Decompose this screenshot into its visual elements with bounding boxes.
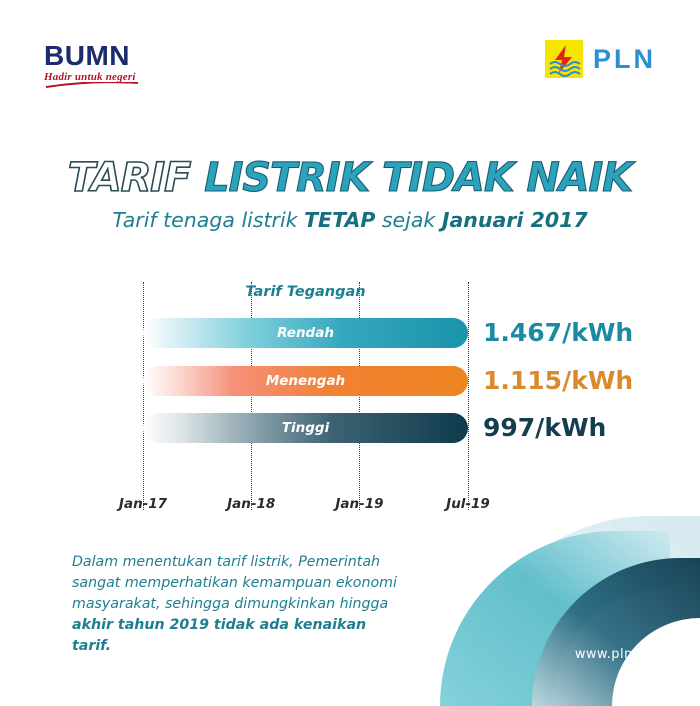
page-title: TARIF LISTRIK TIDAK NAIK [0, 146, 700, 202]
chart-bar-label: Tinggi [281, 420, 330, 436]
bumn-tagline: Hadir untuk negeri [44, 71, 136, 83]
chart-bar-value: 1.115/kWh [483, 366, 634, 395]
chart-bar-value: 997/kWh [483, 413, 607, 442]
gridline [251, 282, 253, 510]
gridline [468, 282, 469, 510]
x-axis-tick-label: Jan-18 [227, 496, 276, 512]
gridline [143, 282, 144, 510]
note-line-4: akhir tahun 2019 tidak ada kenaikan tari… [72, 617, 367, 654]
subtitle-bold-tetap: TETAP [304, 208, 376, 232]
bumn-swoosh-icon [46, 82, 138, 88]
pln-wordmark: PLN [593, 43, 656, 74]
chart-bar-label: Menengah [265, 373, 346, 389]
chart-bar-row: Tinggi 997/kWh [143, 413, 606, 443]
note-line-2: sangat memperhatikan kemampuan ekonomi [72, 575, 397, 591]
bumn-wordmark: BUMN [44, 40, 130, 71]
note-line-3: masyarakat, sehingga dimungkinkan hingga [72, 596, 389, 612]
page-subtitle: Tarif tenaga listrik TETAP sejak Januari… [0, 208, 700, 232]
headline-words-filled: LISTRIK TIDAK NAIK [204, 155, 636, 201]
website-url: www.pln.co.id [574, 647, 670, 662]
subtitle-part-1: Tarif tenaga listrik [112, 208, 305, 232]
tariff-bar-chart: Tarif Tegangan Rendah 1.467/kWh Menengah 1.… [119, 282, 633, 512]
chart-bar [143, 413, 468, 443]
chart-bar-row: Rendah 1.467/kWh [143, 318, 633, 348]
headline-word-outline: TARIF [68, 155, 191, 201]
pln-mark-icon [545, 40, 583, 78]
x-axis-tick-label: Jan-19 [335, 496, 384, 512]
note-line-1: Dalam menentukan tarif listrik, Pemerint… [72, 554, 381, 570]
x-axis-tick-label: Jan-17 [118, 496, 168, 512]
gridline [359, 282, 361, 510]
explanatory-note: Dalam menentukan tarif listrik, Pemerint… [72, 552, 402, 657]
pln-logo: PLN [545, 40, 656, 78]
chart-bar-value: 1.467/kWh [483, 318, 634, 347]
chart-bar [143, 318, 468, 348]
subtitle-bold-date: Januari 2017 [441, 208, 588, 232]
chart-bar-label: Rendah [277, 325, 334, 341]
decorative-arcs [440, 516, 700, 706]
chart-bar-row: Menengah 1.115/kWh [143, 366, 633, 396]
chart-title: Tarif Tegangan [245, 284, 366, 300]
subtitle-part-2: sejak [375, 208, 442, 232]
x-axis-tick-label: Jul-19 [446, 496, 490, 512]
bumn-logo: BUMN Hadir untuk negeri [44, 40, 164, 88]
chart-bar [143, 366, 468, 396]
